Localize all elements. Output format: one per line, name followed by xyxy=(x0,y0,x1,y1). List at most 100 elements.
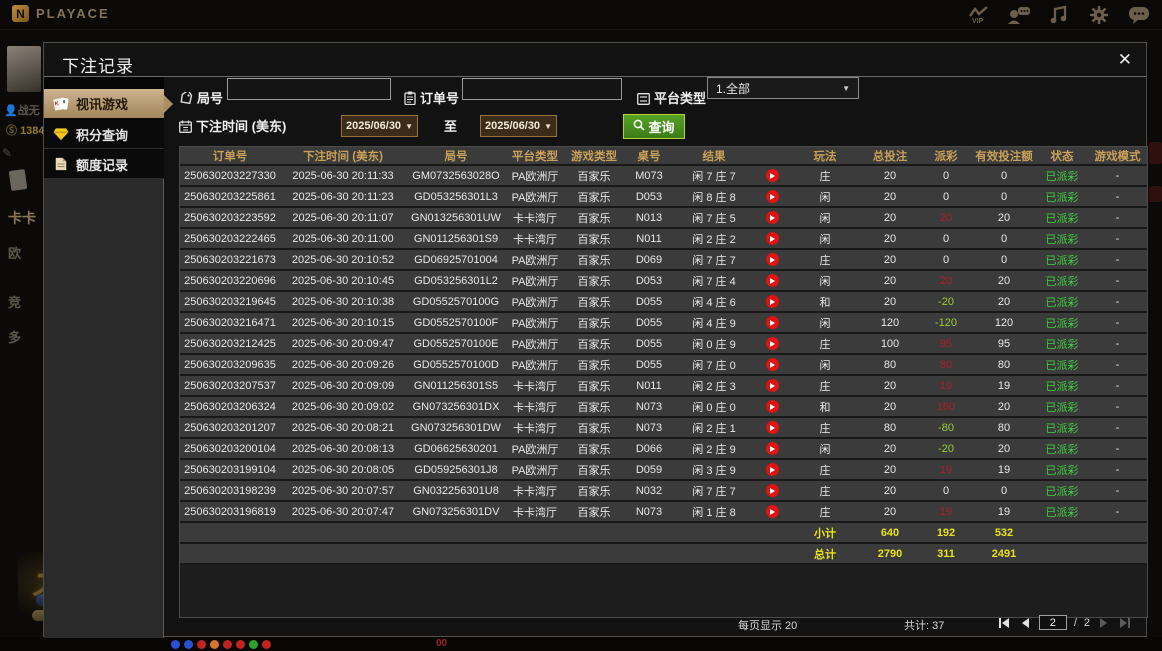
page-number-input[interactable] xyxy=(1038,615,1067,630)
modal-sidebar: K 9 视讯游戏 积分查询 额度记录 xyxy=(44,77,173,638)
cell-platform: PA欧洲厅 xyxy=(511,191,559,204)
cell-game-mode: - xyxy=(1115,190,1120,203)
cell-round: GD0552570100F xyxy=(413,316,499,329)
cell-time: 2025-06-30 20:10:38 xyxy=(291,295,395,308)
cell-time: 2025-06-30 20:07:57 xyxy=(291,484,395,497)
replay-play-icon[interactable] xyxy=(765,337,779,350)
cell-bet-type: 庄 xyxy=(819,485,831,498)
cell-status: 已派彩 xyxy=(1045,275,1079,288)
vip-icon[interactable]: VIP xyxy=(966,3,992,27)
cell-order: 250630203198239 xyxy=(184,484,276,497)
replay-play-icon[interactable] xyxy=(765,379,779,392)
cell-result: 闲 7 庄 4 xyxy=(692,275,736,288)
table-row: 250630203225861 2025-06-30 20:11:23 GD0532… xyxy=(180,187,1147,208)
cell-bet-type: 闲 xyxy=(819,359,831,372)
replay-play-icon[interactable] xyxy=(765,316,779,329)
replay-play-icon[interactable] xyxy=(765,463,779,476)
replay-cell xyxy=(754,271,790,290)
cell-payout: 0 xyxy=(942,169,950,182)
background-nav-duo: 多 xyxy=(8,330,22,345)
cell-payout: 20 xyxy=(939,211,953,224)
cell-total-bet: 20 xyxy=(883,169,897,182)
table-row: 250630203222465 2025-06-30 20:11:00 GN0112… xyxy=(180,229,1147,250)
calendar-icon xyxy=(179,120,192,133)
cell-platform: PA欧洲厅 xyxy=(511,359,559,372)
cell-total-bet: 20 xyxy=(883,400,897,413)
cell-time: 2025-06-30 20:10:45 xyxy=(291,274,395,287)
replay-play-icon[interactable] xyxy=(765,400,779,413)
next-page-icon[interactable] xyxy=(1097,616,1111,630)
sidebar-tab-video-games[interactable]: K 9 视讯游戏 xyxy=(44,89,173,118)
replay-cell xyxy=(754,334,790,353)
music-icon[interactable] xyxy=(1046,3,1072,27)
cell-round: GN011256301S5 xyxy=(413,379,499,392)
chip-icon xyxy=(236,640,245,649)
chip-icons xyxy=(171,640,271,649)
cell-status: 已派彩 xyxy=(1045,485,1079,498)
replay-play-icon[interactable] xyxy=(765,169,779,182)
cell-valid-bet: 19 xyxy=(997,463,1011,476)
search-button[interactable]: 查询 xyxy=(623,114,685,139)
cell-time: 2025-06-30 20:09:02 xyxy=(291,400,395,413)
replay-play-icon[interactable] xyxy=(765,442,779,455)
replay-play-icon[interactable] xyxy=(765,421,779,434)
brand-logo[interactable]: N PLAYACE xyxy=(12,5,110,22)
cell-result: 闲 2 庄 3 xyxy=(692,380,736,393)
replay-play-icon[interactable] xyxy=(765,253,779,266)
replay-play-icon[interactable] xyxy=(765,484,779,497)
cell-round: GD059256301J8 xyxy=(414,463,498,476)
cell-platform: PA欧洲厅 xyxy=(511,170,559,183)
table-row: 250630203216471 2025-06-30 20:10:15 GD0552… xyxy=(180,313,1147,334)
replay-play-icon[interactable] xyxy=(765,274,779,287)
totals-value: 311 xyxy=(937,547,955,560)
brand-mark-icon: N xyxy=(12,5,29,22)
order-number-label: 订单号 xyxy=(404,88,459,107)
cell-result: 闲 2 庄 9 xyxy=(692,443,736,456)
round-number-label: 局号 xyxy=(179,88,223,107)
cell-round: GD06925701004 xyxy=(414,253,498,266)
first-page-icon[interactable] xyxy=(997,616,1011,630)
prev-page-icon[interactable] xyxy=(1018,616,1032,630)
last-page-icon[interactable] xyxy=(1118,616,1132,630)
replay-play-icon[interactable] xyxy=(765,211,779,224)
cell-valid-bet: 0 xyxy=(1000,253,1008,266)
cell-order: 250630203221673 xyxy=(184,253,276,266)
settings-gear-icon[interactable] xyxy=(1086,3,1112,27)
round-number-input[interactable] xyxy=(227,78,391,100)
customer-service-icon[interactable] xyxy=(1006,3,1032,27)
replay-play-icon[interactable] xyxy=(765,505,779,518)
sidebar-tab-quota-records[interactable]: 额度记录 xyxy=(44,150,164,179)
cell-payout: 19 xyxy=(939,379,953,392)
replay-play-icon[interactable] xyxy=(765,295,779,308)
cell-table: D059 xyxy=(635,463,663,476)
close-icon[interactable]: ✕ xyxy=(1117,50,1132,69)
cell-table: D055 xyxy=(635,337,663,350)
chip-icon xyxy=(184,640,193,649)
platform-type-select[interactable]: 1.全部 ▼ xyxy=(707,77,859,99)
table-row: 250630203199104 2025-06-30 20:08:05 GD0592… xyxy=(180,460,1147,481)
sidebar-tab-label: 额度记录 xyxy=(76,157,129,173)
cell-game-mode: - xyxy=(1115,358,1120,371)
column-header: 状态 xyxy=(1050,150,1074,163)
totals-value xyxy=(506,544,564,563)
replay-play-icon[interactable] xyxy=(765,232,779,245)
replay-cell xyxy=(754,187,790,206)
cell-time: 2025-06-30 20:11:23 xyxy=(292,190,394,203)
filter-area: 局号 订单号 平台类型 1.全部 ▼ 下注时间 (美东) 2025/06/30 … xyxy=(164,77,1146,145)
replay-play-icon[interactable] xyxy=(765,190,779,203)
chip-icon xyxy=(171,640,180,649)
platform-type-label: 平台类型 xyxy=(637,88,706,107)
cell-table: D066 xyxy=(635,442,663,455)
order-number-input[interactable] xyxy=(462,78,622,100)
date-from-picker[interactable]: 2025/06/30 ▼ xyxy=(341,115,418,137)
background-nav-kaka: 卡卡 xyxy=(8,210,36,226)
date-to-picker[interactable]: 2025/06/30 ▼ xyxy=(480,115,557,137)
cell-valid-bet: 20 xyxy=(997,274,1011,287)
cell-status: 已派彩 xyxy=(1045,506,1079,519)
replay-play-icon[interactable] xyxy=(765,358,779,371)
cell-status: 已派彩 xyxy=(1045,401,1079,414)
sidebar-tab-points-query[interactable]: 积分查询 xyxy=(44,120,164,149)
chat-icon[interactable] xyxy=(1126,3,1152,27)
cell-game-mode: - xyxy=(1115,232,1120,245)
cell-total-bet: 20 xyxy=(883,442,897,455)
